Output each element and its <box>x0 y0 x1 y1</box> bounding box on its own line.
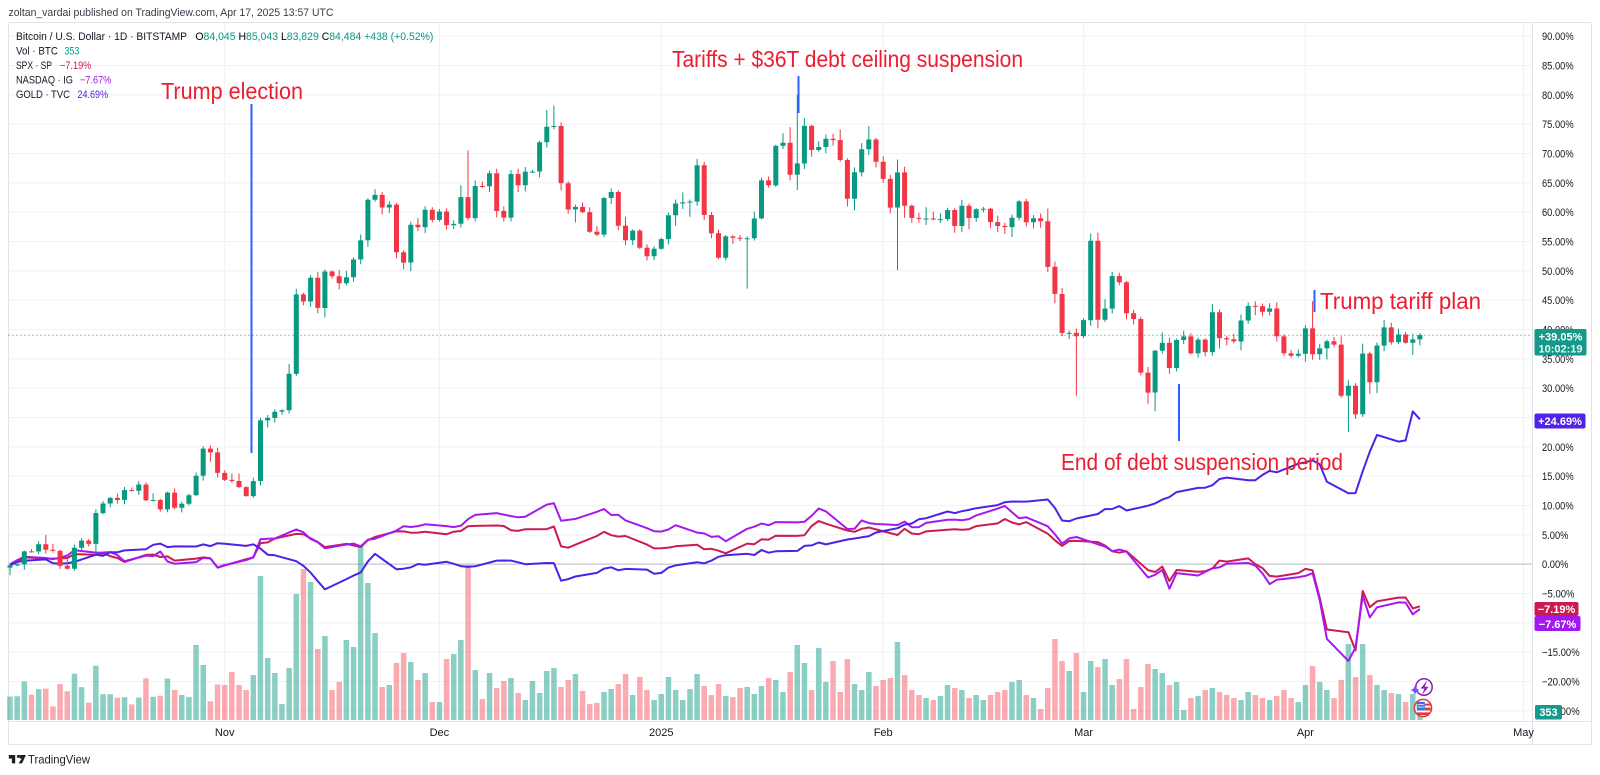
svg-text:−20.00%: −20.00% <box>1542 676 1580 688</box>
svg-text:70.00%: 70.00% <box>1542 149 1574 161</box>
svg-text:TradingView: TradingView <box>28 752 90 766</box>
svg-text:30.00%: 30.00% <box>1542 383 1574 395</box>
svg-text:−5.00%: −5.00% <box>1542 588 1575 600</box>
svg-text:10:02:19: 10:02:19 <box>1538 344 1582 356</box>
svg-text:85.00%: 85.00% <box>1542 61 1574 73</box>
svg-text:Apr: Apr <box>1297 727 1314 739</box>
svg-text:Mar: Mar <box>1074 727 1093 739</box>
svg-text:353: 353 <box>1539 707 1557 719</box>
svg-text:75.00%: 75.00% <box>1542 119 1574 131</box>
svg-text:353: 353 <box>64 45 79 57</box>
svg-text:15.00%: 15.00% <box>1542 471 1574 483</box>
svg-text:80.00%: 80.00% <box>1542 90 1574 102</box>
svg-text:−15.00%: −15.00% <box>1542 647 1580 659</box>
svg-text:0.00%: 0.00% <box>1542 559 1569 571</box>
svg-text:+24.69%: +24.69% <box>1538 416 1582 428</box>
svg-text:20.00%: 20.00% <box>1542 442 1574 454</box>
svg-text:May: May <box>1513 727 1534 739</box>
svg-text:SPX · SP: SPX · SP <box>16 60 52 72</box>
svg-text:Dec: Dec <box>430 727 450 739</box>
svg-text:55.00%: 55.00% <box>1542 237 1574 249</box>
svg-text:Trump election: Trump election <box>161 78 303 104</box>
svg-text:Nov: Nov <box>215 727 235 739</box>
svg-text:24.69%: 24.69% <box>78 89 109 101</box>
svg-text:Feb: Feb <box>874 727 893 739</box>
svg-text:NASDAQ · IG: NASDAQ · IG <box>16 75 73 87</box>
svg-text:−7.67%: −7.67% <box>80 75 111 87</box>
svg-text:Vol · BTC: Vol · BTC <box>16 45 58 57</box>
svg-text:2025: 2025 <box>649 727 673 739</box>
svg-text:90.00%: 90.00% <box>1542 31 1574 43</box>
svg-text:−7.19%: −7.19% <box>1538 604 1576 616</box>
svg-text:Trump tariff plan: Trump tariff plan <box>1320 288 1481 314</box>
svg-text:GOLD · TVC: GOLD · TVC <box>16 89 70 101</box>
svg-text:+39.05%: +39.05% <box>1539 332 1583 344</box>
svg-text:65.00%: 65.00% <box>1542 178 1574 190</box>
svg-text:zoltan_vardai published on Tra: zoltan_vardai published on TradingView.c… <box>9 7 334 19</box>
svg-text:Bitcoin / U.S. Dollar · 1D · B: Bitcoin / U.S. Dollar · 1D · BITSTAMP <box>16 31 187 43</box>
svg-text:5.00%: 5.00% <box>1542 530 1569 542</box>
svg-text:45.00%: 45.00% <box>1542 295 1574 307</box>
svg-text:10.00%: 10.00% <box>1542 500 1574 512</box>
svg-text:60.00%: 60.00% <box>1542 207 1574 219</box>
svg-text:35.00%: 35.00% <box>1542 354 1574 366</box>
svg-text:−7.19%: −7.19% <box>60 60 91 72</box>
svg-text:50.00%: 50.00% <box>1542 266 1574 278</box>
svg-text:O84,045 H85,043 L83,829 C84,48: O84,045 H85,043 L83,829 C84,484 +438 (+0… <box>195 31 433 43</box>
svg-text:−7.67%: −7.67% <box>1539 619 1577 631</box>
svg-text:Tariffs + $36T debt ceiling su: Tariffs + $36T debt ceiling suspension <box>672 46 1023 72</box>
svg-text:End of debt suspension period: End of debt suspension period <box>1061 449 1343 475</box>
